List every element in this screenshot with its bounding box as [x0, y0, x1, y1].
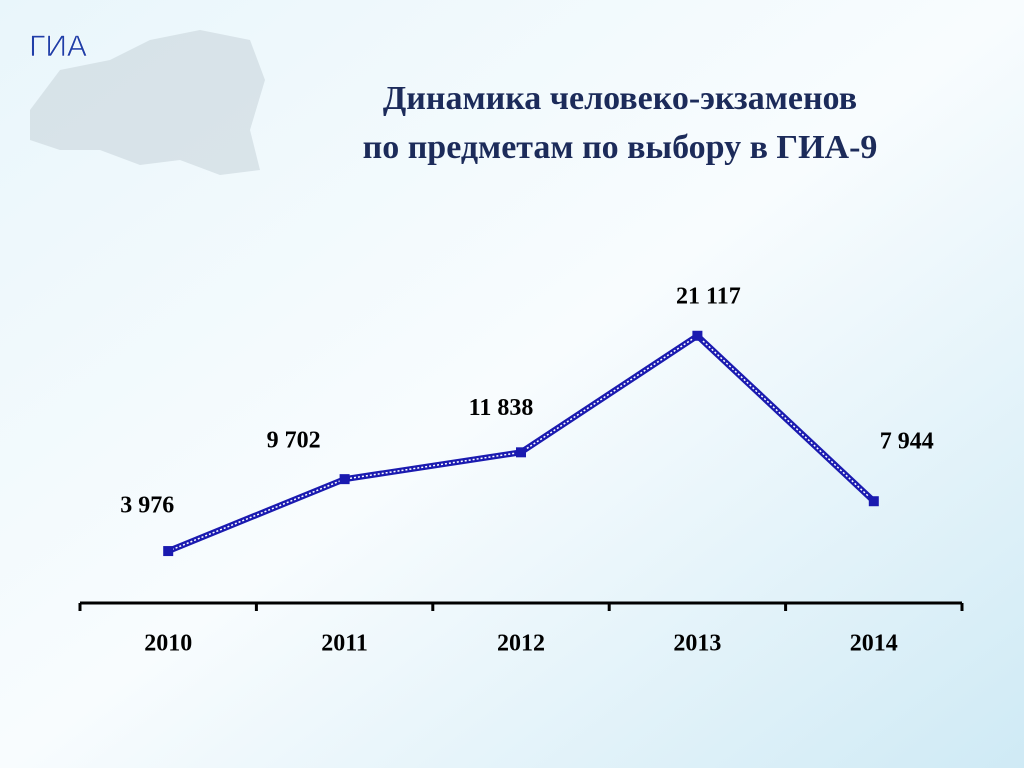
data-label: 9 702 [267, 428, 321, 454]
data-label: 11 838 [469, 395, 534, 421]
logo: ГИА [29, 30, 87, 63]
data-label: 3 976 [120, 493, 174, 519]
marker [163, 546, 174, 557]
chart-title: по предметам по выбору в ГИА-9 [363, 129, 878, 166]
chart-title: Динамика человеко-экзаменов [383, 80, 857, 117]
marker [692, 330, 703, 341]
marker [339, 474, 350, 485]
data-label: 7 944 [880, 429, 934, 455]
x-tick-label: 2014 [850, 631, 898, 657]
data-label: 21 117 [676, 283, 741, 309]
x-tick-label: 2012 [497, 631, 545, 657]
x-tick-label: 2011 [321, 631, 368, 657]
x-tick-label: 2010 [144, 631, 192, 657]
logo-map [30, 30, 265, 175]
x-tick-label: 2013 [673, 631, 721, 657]
marker [516, 447, 526, 458]
marker [868, 496, 879, 507]
